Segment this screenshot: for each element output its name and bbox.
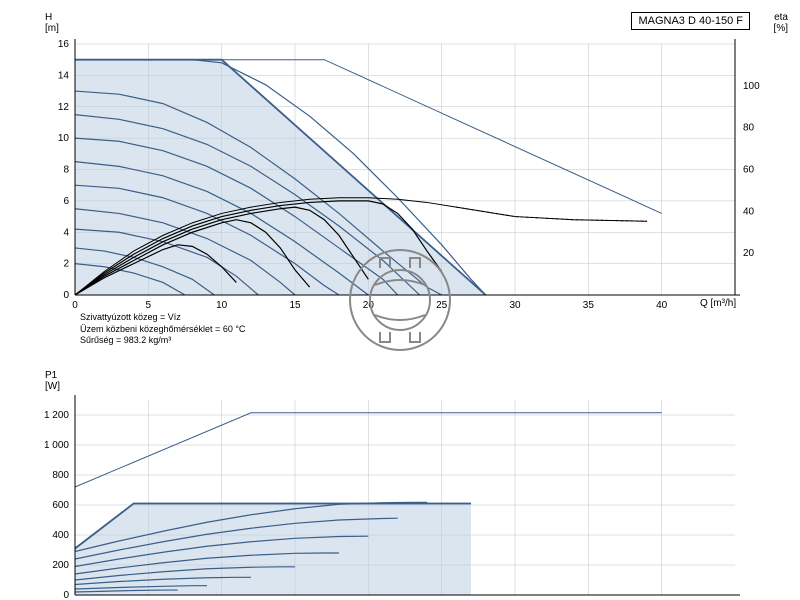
svg-text:5: 5: [146, 300, 152, 311]
info-line1: Szivattyúzott közeg = Víz: [80, 312, 245, 324]
svg-text:80: 80: [743, 123, 755, 134]
svg-text:35: 35: [583, 300, 595, 311]
svg-text:600: 600: [52, 500, 69, 511]
svg-text:4: 4: [63, 227, 69, 238]
svg-text:0: 0: [63, 590, 69, 600]
svg-text:30: 30: [509, 300, 521, 311]
svg-text:14: 14: [58, 70, 70, 81]
info-line3: Sűrűség = 983.2 kg/m³: [80, 335, 245, 347]
bottom-chart-svg: 0 200 400 600 800 1 000 1 200: [0, 360, 800, 600]
svg-text:20: 20: [743, 248, 755, 259]
svg-text:15: 15: [289, 300, 301, 311]
svg-text:0: 0: [63, 290, 69, 301]
svg-text:800: 800: [52, 470, 69, 481]
svg-text:40: 40: [743, 206, 755, 217]
svg-text:10: 10: [58, 133, 70, 144]
svg-text:16: 16: [58, 39, 70, 50]
info-text: Szivattyúzott közeg = Víz Üzem közbeni k…: [80, 312, 245, 347]
svg-text:8: 8: [63, 165, 69, 176]
watermark-logo: [340, 240, 460, 360]
svg-text:0: 0: [72, 300, 78, 311]
svg-text:6: 6: [63, 196, 69, 207]
svg-text:60: 60: [743, 165, 755, 176]
svg-text:200: 200: [52, 560, 69, 571]
svg-text:40: 40: [656, 300, 668, 311]
svg-text:100: 100: [743, 81, 760, 92]
svg-text:2: 2: [63, 259, 69, 270]
svg-text:1 200: 1 200: [44, 410, 69, 421]
svg-text:1 000: 1 000: [44, 440, 69, 451]
svg-text:10: 10: [216, 300, 228, 311]
svg-text:400: 400: [52, 530, 69, 541]
svg-text:12: 12: [58, 102, 70, 113]
info-line2: Üzem közbeni közeghőmérséklet = 60 °C: [80, 324, 245, 336]
